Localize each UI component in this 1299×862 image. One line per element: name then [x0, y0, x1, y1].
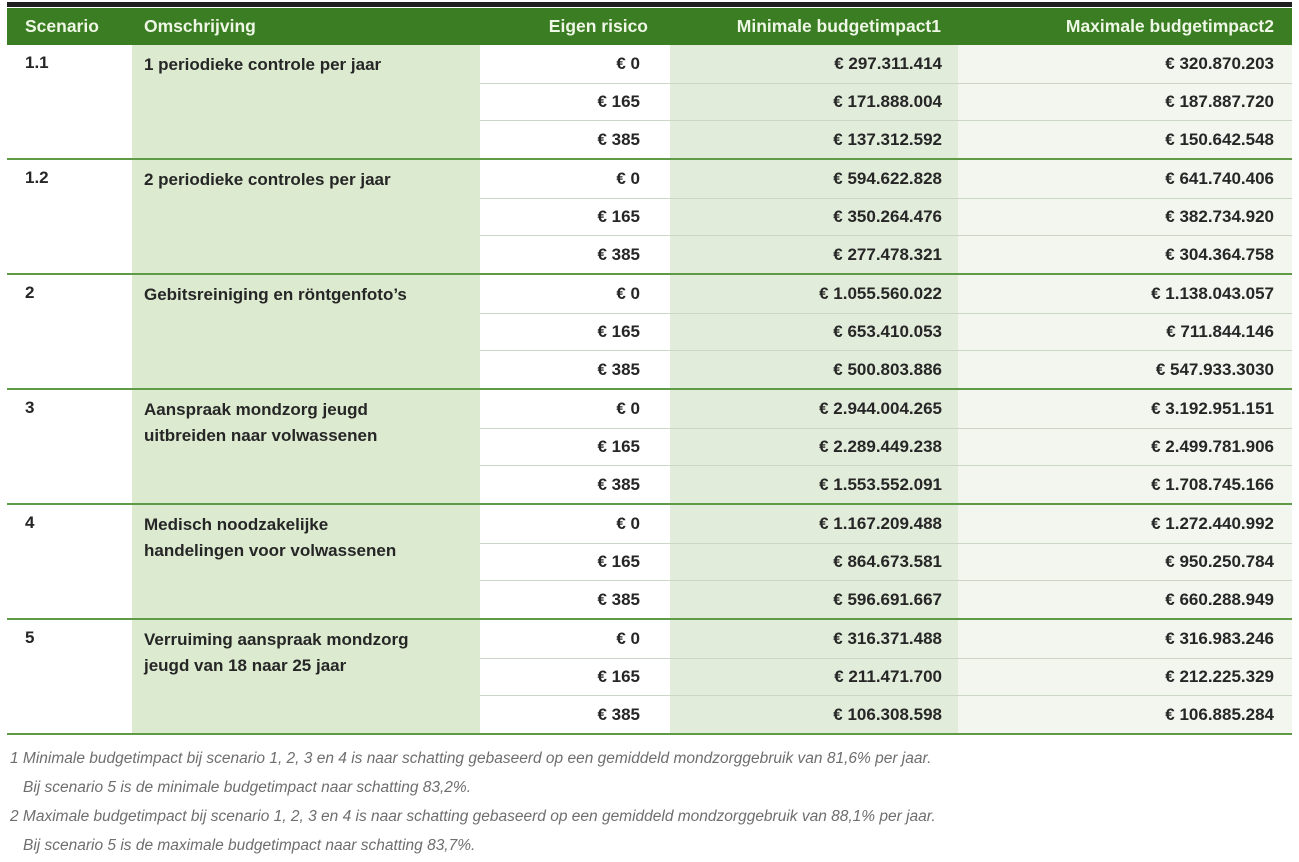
minimale-budgetimpact-value: € 350.264.476 — [670, 197, 958, 236]
scenario-group-2: 2 Gebitsreiniging en röntgenfoto’s € 0 €… — [7, 275, 1292, 390]
minimale-budgetimpact-value: € 137.312.592 — [670, 120, 958, 158]
eigen-risico-value: € 165 — [480, 657, 670, 696]
eigen-risico-value: € 165 — [480, 312, 670, 351]
maximale-budgetimpact-value: € 1.272.440.992 — [958, 505, 1292, 543]
scenario-description: Verruiming aanspraak mondzorg jeugd van … — [132, 620, 480, 733]
header-scenario: Scenario — [25, 16, 99, 36]
minimale-budgetimpact-value: € 211.471.700 — [670, 657, 958, 696]
scenario-id: 3 — [25, 398, 35, 417]
eigen-risico-value: € 385 — [480, 580, 670, 618]
scenario-id: 1.1 — [25, 53, 49, 72]
eigen-risico-value: € 0 — [616, 398, 640, 418]
minimale-budgetimpact-value: € 316.371.488 — [670, 620, 958, 658]
minimale-budgetimpact-value: € 594.622.828 — [670, 160, 958, 198]
scenario-description: Aanspraak mondzorg jeugd uitbreiden naar… — [132, 390, 480, 503]
maximale-budgetimpact-value: € 950.250.784 — [958, 542, 1292, 581]
footnote-2-line-2: Bij scenario 5 is de maximale budgetimpa… — [23, 837, 476, 854]
minimale-budgetimpact-value: € 2.289.449.238 — [670, 427, 958, 466]
maximale-budgetimpact-value: € 187.887.720 — [958, 82, 1292, 121]
scenario-id: 1.2 — [25, 168, 49, 187]
minimale-budgetimpact-value: € 653.410.053 — [670, 312, 958, 351]
footnote-1-line-1: 1 Minimale budgetimpact bij scenario 1, … — [10, 750, 932, 767]
header-maximale-budgetimpact: Maximale budgetimpact2 — [1065, 16, 1274, 36]
scenario-description: 1 periodieke controle per jaar — [132, 45, 480, 158]
footnote-2-line-1: 2 Maximale budgetimpact bij scenario 1, … — [10, 808, 936, 825]
maximale-budgetimpact-value: € 150.642.548 — [958, 120, 1292, 158]
scenario-group-4: 4 Medisch noodzakelijke handelingen voor… — [7, 505, 1292, 620]
maximale-budgetimpact-value: € 382.734.920 — [958, 197, 1292, 236]
eigen-risico-value: € 0 — [616, 168, 640, 188]
minimale-budgetimpact-value: € 171.888.004 — [670, 82, 958, 121]
maximale-budgetimpact-value: € 304.364.758 — [958, 235, 1292, 273]
maximale-budgetimpact-value: € 711.844.146 — [958, 312, 1292, 351]
maximale-budgetimpact-value: € 320.870.203 — [958, 45, 1292, 83]
eigen-risico-value: € 165 — [480, 197, 670, 236]
eigen-risico-value: € 0 — [616, 513, 640, 533]
eigen-risico-value: € 385 — [480, 120, 670, 158]
eigen-risico-value: € 385 — [480, 465, 670, 503]
budget-impact-table: Scenario Omschrijving Eigen risico Minim… — [7, 2, 1292, 860]
eigen-risico-value: € 385 — [480, 235, 670, 273]
maximale-budgetimpact-value: € 212.225.329 — [958, 657, 1292, 696]
minimale-budgetimpact-value: € 864.673.581 — [670, 542, 958, 581]
scenario-group-1-2: 1.2 2 periodieke controles per jaar € 0 … — [7, 160, 1292, 275]
minimale-budgetimpact-value: € 106.308.598 — [670, 695, 958, 733]
table-header-row: Scenario Omschrijving Eigen risico Minim… — [7, 8, 1292, 45]
header-omschrijving: Omschrijving — [144, 16, 256, 36]
table-footnotes: 1 Minimale budgetimpact bij scenario 1, … — [7, 744, 1292, 860]
maximale-budgetimpact-value: € 3.192.951.151 — [958, 390, 1292, 428]
eigen-risico-value: € 0 — [616, 628, 640, 648]
minimale-budgetimpact-value: € 277.478.321 — [670, 235, 958, 273]
scenario-description: 2 periodieke controles per jaar — [132, 160, 480, 273]
minimale-budgetimpact-value: € 1.553.552.091 — [670, 465, 958, 503]
minimale-budgetimpact-value: € 500.803.886 — [670, 350, 958, 388]
eigen-risico-value: € 165 — [480, 542, 670, 581]
maximale-budgetimpact-value: € 2.499.781.906 — [958, 427, 1292, 466]
minimale-budgetimpact-value: € 1.167.209.488 — [670, 505, 958, 543]
maximale-budgetimpact-value: € 1.708.745.166 — [958, 465, 1292, 503]
footnote-1-line-2: Bij scenario 5 is de minimale budgetimpa… — [23, 779, 472, 796]
table-top-border — [7, 2, 1292, 7]
maximale-budgetimpact-value: € 1.138.043.057 — [958, 275, 1292, 313]
scenario-description: Gebitsreiniging en röntgenfoto’s — [132, 275, 480, 388]
maximale-budgetimpact-value: € 547.933.3030 — [958, 350, 1292, 388]
scenario-group-1-1: 1.1 1 periodieke controle per jaar € 0 €… — [7, 45, 1292, 160]
minimale-budgetimpact-value: € 2.944.004.265 — [670, 390, 958, 428]
minimale-budgetimpact-value: € 297.311.414 — [670, 45, 958, 83]
scenario-group-5: 5 Verruiming aanspraak mondzorg jeugd va… — [7, 620, 1292, 735]
maximale-budgetimpact-value: € 641.740.406 — [958, 160, 1292, 198]
scenario-id: 4 — [25, 513, 35, 532]
minimale-budgetimpact-value: € 1.055.560.022 — [670, 275, 958, 313]
scenario-description: Medisch noodzakelijke handelingen voor v… — [132, 505, 480, 618]
scenario-id: 5 — [25, 628, 35, 647]
maximale-budgetimpact-value: € 106.885.284 — [958, 695, 1292, 733]
eigen-risico-value: € 385 — [480, 695, 670, 733]
eigen-risico-value: € 0 — [616, 53, 640, 73]
eigen-risico-value: € 165 — [480, 427, 670, 466]
header-minimale-budgetimpact: Minimale budgetimpact1 — [736, 16, 941, 36]
scenario-id: 2 — [25, 283, 35, 302]
header-eigen-risico: Eigen risico — [548, 16, 648, 36]
scenario-group-3: 3 Aanspraak mondzorg jeugd uitbreiden na… — [7, 390, 1292, 505]
eigen-risico-value: € 385 — [480, 350, 670, 388]
eigen-risico-value: € 165 — [480, 82, 670, 121]
minimale-budgetimpact-value: € 596.691.667 — [670, 580, 958, 618]
eigen-risico-value: € 0 — [616, 283, 640, 303]
maximale-budgetimpact-value: € 316.983.246 — [958, 620, 1292, 658]
maximale-budgetimpact-value: € 660.288.949 — [958, 580, 1292, 618]
